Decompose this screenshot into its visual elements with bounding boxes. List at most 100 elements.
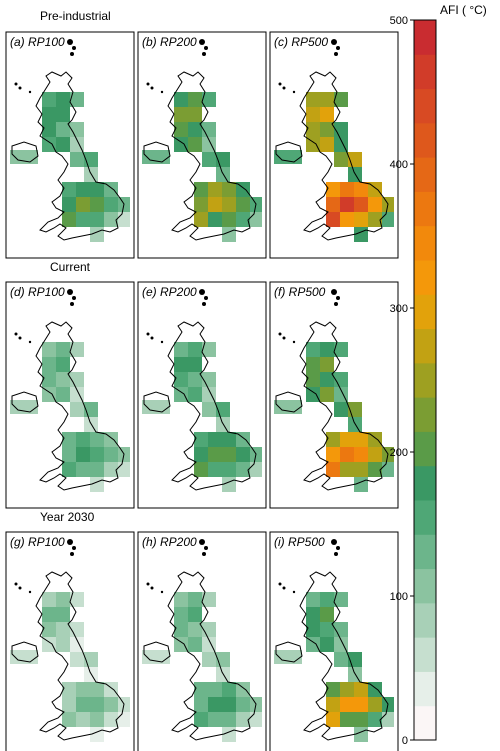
map-cell-e-scotland-1 [320,607,334,622]
map-cell-e-scotland-1 [188,357,202,372]
map-cell-s-scotland-2 [188,387,202,402]
map-cell-mid-england-1 [194,432,208,447]
map-cell-wales-2 [194,712,208,727]
island [278,332,282,336]
map-cell-s-england-4 [90,727,104,742]
map-cell-n-scotland-1 [174,92,188,107]
map-cell-s-england-2 [90,462,104,477]
map-cell-s-england-1 [208,212,222,227]
map-cell-s-england-2 [354,212,368,227]
map-cell-n-england-1 [70,652,84,667]
island [160,340,164,344]
island [146,582,150,586]
map-cell-wales-1 [326,447,340,462]
map-cell-s-england-1 [340,212,354,227]
map-cell-n-ireland [274,650,302,664]
island [278,82,282,86]
map-cell-se-england-1 [118,462,130,477]
island [199,39,205,45]
colorbar-segment [414,191,436,227]
map-cell-mid-england-1 [62,682,76,697]
map-cell-c-england-3 [104,197,118,212]
map-cell-n-scotland-2 [320,92,334,107]
panel-label: (h) RP200 [142,535,197,549]
island [336,296,340,300]
colorbar-segment [414,602,436,638]
map-cell-e-scotland-3 [334,122,348,137]
colorbar-segment [414,20,436,55]
map-cell-w-scotland-2 [42,372,56,387]
map-cell-s-england-3 [368,462,382,477]
map-cell-se-england-1 [382,212,394,227]
map-cell-e-scotland-3 [334,622,348,637]
map-cell-se-england-1 [118,712,130,727]
map-panel: (g) RP100 [5,531,135,751]
map-cell-n-ireland [142,400,170,414]
map-cell-wales-1 [194,447,208,462]
map-cell-w-scotland-1 [174,107,188,122]
map-cell-s-scotland-3 [202,387,216,402]
map-cell-c-england-1 [208,197,222,212]
panel-label: (i) RP500 [274,535,325,549]
map-cell-wales-2 [194,212,208,227]
island [70,52,74,56]
map-cell-s-scotland-1 [174,387,188,402]
map-cell-n-scotland-3 [334,342,348,357]
map-cell-mid-england-1 [62,182,76,197]
map-cell-e-scotland-2 [56,622,70,637]
map-cell-c-england-1 [340,697,354,712]
panel-label: (c) RP500 [274,35,328,49]
map-cell-mid-england-4 [236,432,250,447]
colorbar-segment [414,671,436,707]
coastline-ireland [143,641,171,663]
map-cell-s-scotland-1 [174,637,188,652]
map-cell-c-england-1 [208,697,222,712]
map-cell-wales-2 [326,712,340,727]
map-cell-w-scotland-2 [174,122,188,137]
map-cell-s-england-4 [222,227,236,242]
island [292,590,296,594]
map-cell-s-scotland-3 [70,637,84,652]
island [28,340,32,344]
row-title: Current [50,260,91,274]
island [70,302,74,306]
map-cell-mid-england-2 [76,432,90,447]
coastline [167,321,257,491]
map-cell-n-scotland-3 [70,342,84,357]
map-cell-n-ireland [274,400,302,414]
map-cell-n-scotland-2 [56,92,70,107]
island [67,539,73,545]
island [292,340,296,344]
map-cell-s-england-3 [104,712,118,727]
colorbar-segment [414,260,436,295]
map-cell-s-scotland-3 [334,137,348,152]
coastline-ireland [275,391,303,413]
colorbar-tick-label: 500 [390,15,408,27]
row-title: Pre-industrial [40,9,111,23]
colorbar-segment [414,362,436,398]
map-cell-w-scotland-2 [174,622,188,637]
map-cell-w-scotland-2 [306,372,320,387]
colorbar-segment [414,397,436,432]
island [72,296,76,300]
map-cell-mid-england-2 [340,432,354,447]
island [336,546,340,550]
map-cell-c-england-2 [354,447,368,462]
map-cell-s-scotland-3 [334,637,348,652]
map-cell-s-scotland-2 [320,387,334,402]
island [14,332,18,336]
colorbar-frame [413,19,437,741]
island [334,552,338,556]
map-cell-wales-1 [326,697,340,712]
map-cell-mid-england-2 [76,182,90,197]
map-cell-n-scotland-2 [188,92,202,107]
colorbar-segment [414,465,436,501]
map-cell-c-england-3 [236,447,250,462]
map-cell-c-england-2 [90,697,104,712]
map-cell-n-ireland [10,650,38,664]
map-cell-s-england-2 [90,712,104,727]
map-cell-mid-england-1 [62,432,76,447]
map-cell-w-scotland-2 [306,122,320,137]
map-cell-e-scotland-2 [320,372,334,387]
map-cell-s-england-4 [222,727,236,742]
